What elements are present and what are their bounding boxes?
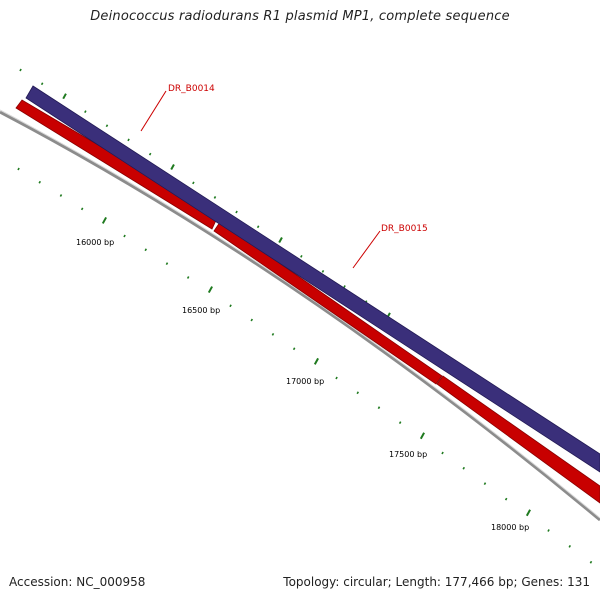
gene-label-dr-b0015[interactable]: DR_B0015 — [381, 224, 428, 234]
tick-minor — [59, 194, 63, 197]
forward-strand-genes — [25, 85, 600, 473]
gene-feature-reverse-3[interactable] — [436, 375, 600, 504]
tick-minor — [483, 482, 487, 486]
tick-minor — [441, 451, 444, 455]
map-title: Deinococcus radiodurans R1 plasmid MP1, … — [90, 9, 510, 24]
bp-label-16000: 16000 bp — [76, 238, 114, 247]
tick-minor — [17, 167, 20, 171]
tick-minor — [343, 285, 346, 288]
tick-minor — [192, 181, 195, 185]
tick-major — [419, 432, 425, 440]
tick-minor — [377, 406, 381, 410]
tick-major — [278, 237, 283, 244]
tick-minor — [335, 376, 338, 380]
tick-minor — [127, 138, 130, 142]
tick-minor — [321, 270, 325, 273]
tick-minor — [462, 466, 466, 470]
tick-minor — [105, 124, 109, 128]
tick-major — [207, 286, 213, 294]
tick-minor — [292, 347, 296, 351]
tick-minor — [80, 207, 84, 211]
tick-minor — [19, 68, 22, 72]
tick-minor — [144, 248, 148, 252]
bp-label-16500: 16500 bp — [182, 306, 220, 315]
tick-minor — [235, 210, 238, 214]
tick-minor — [398, 421, 402, 425]
tick-minor — [356, 391, 360, 395]
tick-minor — [148, 152, 152, 156]
tick-minor — [250, 318, 254, 322]
sequence-summary-text: Topology: circular; Length: 177,466 bp; … — [283, 575, 590, 589]
tick-minor — [213, 196, 217, 199]
tick-minor — [504, 497, 508, 501]
tick-minor — [38, 180, 42, 184]
tick-minor — [271, 332, 275, 336]
tick-minor — [547, 529, 550, 532]
gene-label-dr-b0014[interactable]: DR_B0014 — [168, 84, 215, 94]
tick-minor — [568, 544, 572, 548]
bp-label-17500: 17500 bp — [389, 450, 427, 459]
gene-label-leader-dr-b0014 — [140, 90, 167, 132]
tick-minor — [300, 255, 303, 258]
bp-label-17000: 17000 bp — [286, 377, 324, 386]
sequence-backbone-highlight — [0, 109, 600, 519]
tick-major — [101, 216, 107, 224]
reverse-strand-genes — [15, 99, 600, 504]
tick-minor — [186, 276, 190, 279]
tick-major — [170, 164, 175, 170]
tick-major — [62, 93, 67, 100]
tick-minor — [589, 560, 593, 564]
tick-minor — [256, 225, 260, 229]
tick-minor — [229, 304, 232, 308]
sequence-backbone — [0, 110, 600, 522]
gene-label-leader-dr-b0015 — [352, 230, 381, 269]
bp-label-18000: 18000 bp — [491, 523, 529, 532]
tick-minor — [123, 234, 126, 238]
tick-major — [525, 509, 531, 517]
tick-minor — [165, 262, 169, 265]
tick-minor — [84, 110, 87, 114]
bp-scale-labels: 16000 bp 16500 bp 17000 bp 17500 bp 1800… — [76, 238, 529, 532]
tick-minor — [40, 82, 44, 86]
gene-feature-reverse-2[interactable] — [213, 221, 443, 385]
accession-text: Accession: NC_000958 — [9, 575, 146, 589]
tick-major — [313, 357, 319, 365]
gene-feature-forward[interactable] — [25, 85, 600, 473]
gene-feature-reverse-1[interactable] — [15, 99, 219, 230]
